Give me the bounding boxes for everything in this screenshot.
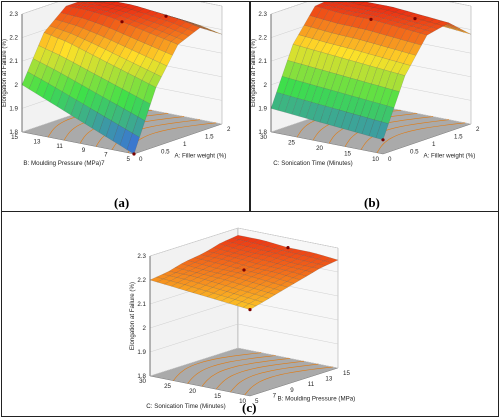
surface-patch	[242, 303, 257, 310]
x-tick-label: 1	[432, 141, 436, 148]
design-point	[164, 14, 168, 18]
x-tick-label: 0.5	[410, 149, 419, 156]
y-tick-label: 15	[344, 151, 351, 158]
z-tick-label: 1.8	[9, 129, 18, 136]
z-tick-label: 2.3	[9, 11, 18, 18]
x-tick-label: 2	[227, 126, 231, 133]
panel-a: 1.8 1.9 2 2.1 2.2 2.3 Elongation at Failure (%…	[1, 1, 250, 212]
panel-label-b: (b)	[364, 195, 380, 210]
z-tick-label: 2	[264, 82, 268, 89]
y-tick-label: 30	[260, 134, 267, 141]
design-point	[286, 246, 290, 250]
z-axis-label: Elongation at Failure (%)	[129, 282, 136, 350]
y-tick-label: 13	[34, 138, 41, 145]
floor-contour	[244, 366, 333, 396]
y-tick-label: 10	[372, 156, 379, 163]
surface-patch	[126, 133, 140, 155]
wall-gridline	[270, 2, 472, 15]
x-tick-label: 0	[139, 156, 143, 163]
x-tick-label: 0	[388, 156, 392, 163]
floor-contour	[230, 363, 319, 393]
design-point	[369, 17, 373, 21]
z-tick-label: 2.3	[258, 11, 267, 18]
design-point	[120, 20, 124, 24]
z-tick-label: 2	[15, 82, 19, 89]
z-tick-label: 2.3	[137, 253, 146, 260]
z-tick-label: 2.2	[258, 35, 267, 42]
y-tick-label: 11	[56, 143, 63, 150]
x-tick-label: 2	[476, 126, 480, 133]
design-point	[242, 268, 246, 272]
y-tick-label: 5	[127, 156, 131, 163]
z-tick-label: 1.8	[258, 129, 267, 136]
wall-gridline	[21, 2, 223, 15]
y-tick-label: 9	[82, 147, 86, 154]
design-point	[248, 308, 252, 312]
surface-plot-a: 1.8 1.9 2 2.1 2.2 2.3 Elongation at Failure (%…	[2, 2, 231, 167]
x-tick-label: 11	[308, 381, 315, 388]
y-tick-label: 25	[164, 383, 171, 390]
y-tick-label: 30	[139, 378, 146, 385]
y-axis-label: C: Sonication Time (Minutes)	[273, 160, 352, 167]
y-tick-label: 20	[189, 388, 196, 395]
x-axis-label: A: Filler weight (%)	[423, 153, 475, 160]
panel-label-a: (a)	[114, 195, 130, 210]
floor-contour	[376, 122, 466, 153]
x-tick-label: 1.5	[454, 134, 463, 141]
surface-plot-c: 1.8 1.9 2 2.1 2.2 2.3 Elongation at Failure (%…	[129, 227, 356, 410]
z-axis-label: Elongation at Failure (%)	[2, 39, 8, 107]
y-tick-label: 10	[239, 398, 246, 405]
y-axis-label: B: Moulding Pressure (MPa)7	[23, 160, 105, 167]
x-tick-label: 7	[273, 392, 277, 399]
z-tick-label: 2.1	[258, 58, 267, 65]
floor-contour	[215, 360, 305, 390]
x-axis-label: A: Filler weight (%)	[174, 153, 226, 160]
z-tick-label: 1.8	[137, 373, 146, 380]
x-tick-label: 0.5	[161, 149, 170, 156]
x-tick-label: 15	[343, 370, 350, 377]
x-tick-label: 13	[325, 376, 332, 383]
wall-gridline	[149, 347, 339, 377]
wall-gridline	[149, 323, 339, 353]
floor-contour	[187, 355, 276, 384]
wall-gridline	[149, 227, 339, 257]
surface-patch	[375, 121, 389, 140]
y-tick-label: 25	[288, 140, 295, 147]
z-tick-label: 2.1	[137, 301, 146, 308]
panel-c: 1.8 1.9 2 2.1 2.2 2.3 Elongation at Failure (%…	[1, 211, 499, 417]
surface-plot-b: 1.8 1.9 2 2.1 2.2 2.3 Elongation at Failure (%…	[251, 2, 480, 167]
panel-b: 1.8 1.9 2 2.1 2.2 2.3 Elongation at Failure (%…	[250, 1, 499, 212]
x-tick-label: 1	[183, 141, 187, 148]
z-tick-label: 2.2	[9, 35, 18, 42]
x-tick-label: 9	[290, 387, 294, 394]
z-axis-label: Elongation at Failure (%)	[251, 39, 257, 107]
x-tick-label: 5	[255, 398, 259, 405]
y-tick-label: 20	[316, 145, 323, 152]
y-axis-label: C: Sonication Time (Minutes)	[146, 403, 225, 410]
z-tick-label: 2.2	[137, 277, 146, 284]
x-axis-label: B: Moulding Pressure (MPa)	[278, 396, 356, 403]
design-point	[381, 138, 385, 142]
design-point	[132, 152, 136, 156]
y-tick-label: 15	[11, 134, 18, 141]
panel-label-c: (c)	[242, 400, 257, 415]
z-tick-label: 2	[143, 325, 147, 332]
z-tick-label: 2.1	[9, 58, 18, 65]
y-tick-label: 7	[104, 152, 108, 159]
floor-contour	[201, 358, 290, 387]
y-tick-label: 15	[214, 393, 221, 400]
x-tick-label: 1.5	[205, 134, 214, 141]
z-tick-label: 1.9	[9, 105, 18, 112]
design-point	[413, 17, 417, 21]
floor-contour	[173, 352, 262, 381]
z-tick-label: 1.9	[258, 105, 267, 112]
z-tick-label: 1.9	[137, 349, 146, 356]
